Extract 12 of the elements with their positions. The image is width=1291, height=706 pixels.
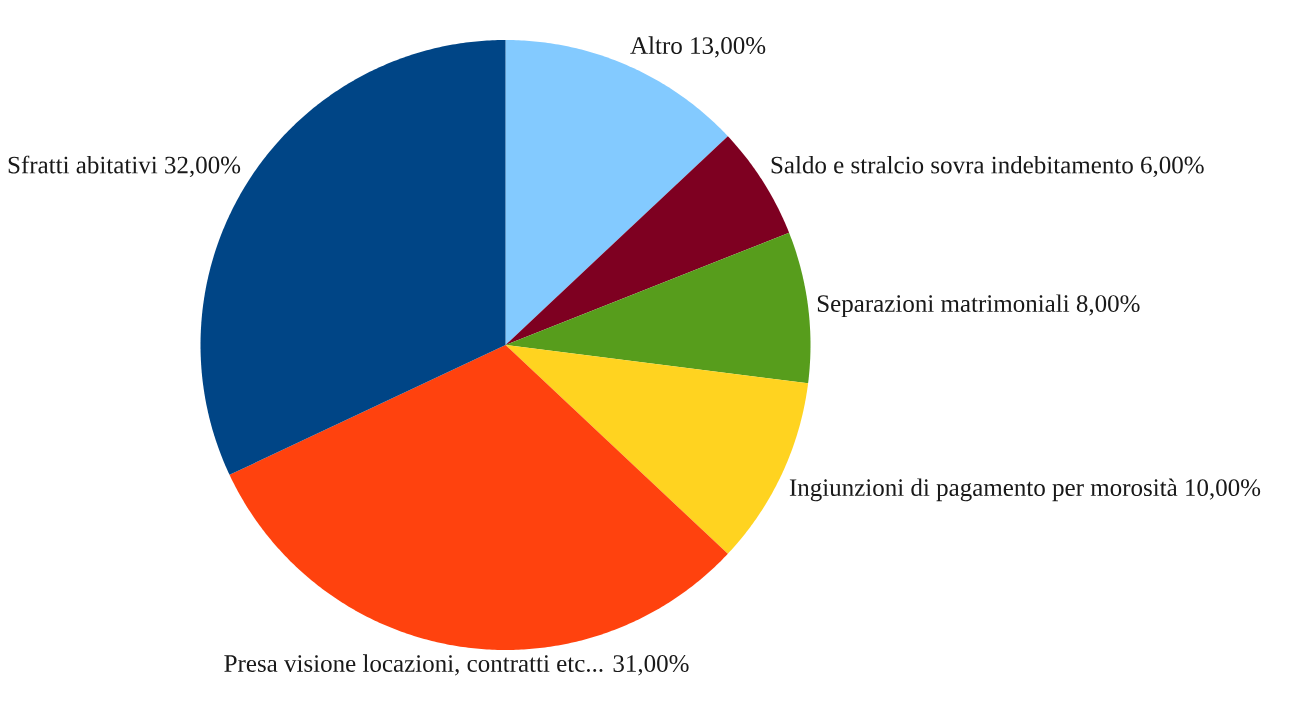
slice-label: Sfratti abitativi	[8, 155, 158, 174]
slice-label: Ingiunzioni di pagamento per morosità	[789, 478, 1178, 502]
data-label: 13,00%	[691, 37, 766, 58]
slice-label: Saldo e stralcio sovra indebitamento	[771, 155, 1133, 174]
data-label: 31,00%	[613, 655, 689, 676]
data-label: 6,00%	[1141, 156, 1204, 178]
data-label: 8,00%	[1076, 295, 1140, 316]
slice-label: Presa visione locazioni, contratti etc...	[224, 654, 603, 676]
slice-label: Separazioni matrimoniali	[817, 294, 1070, 318]
data-label: 10,00%	[1186, 479, 1261, 500]
data-label: 32,00%	[165, 156, 241, 178]
slice-label: Altro	[630, 36, 682, 54]
